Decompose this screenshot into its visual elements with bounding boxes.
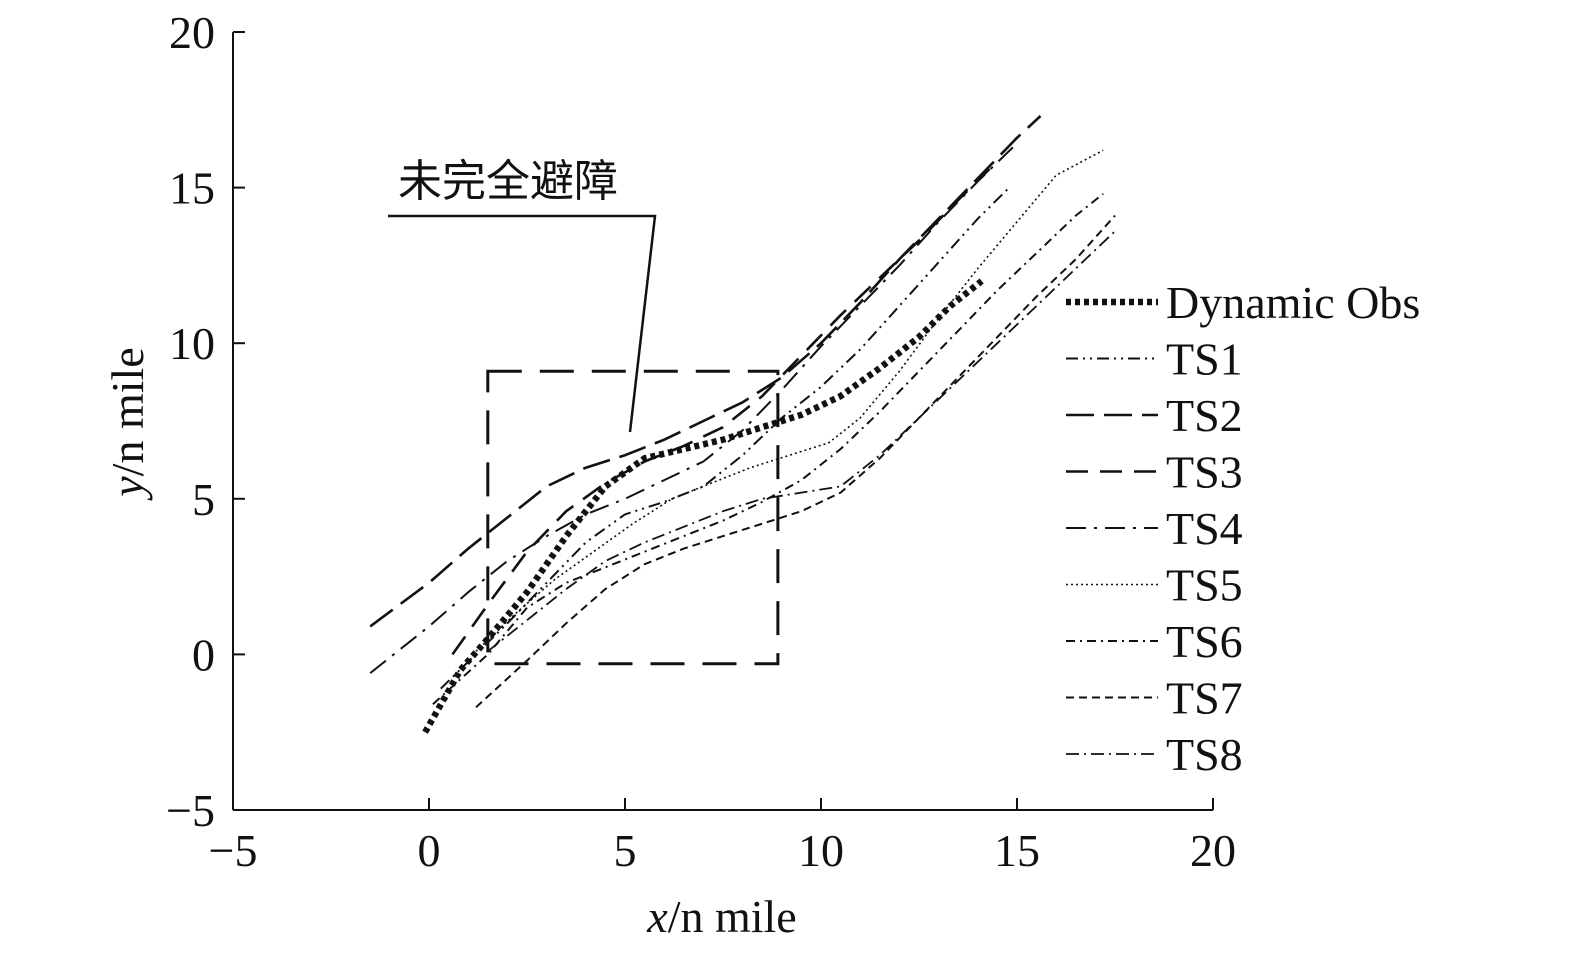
annotation-label: 未完全避障 [398,156,618,207]
axes: −5 0 5 10 15 20 −5 0 5 10 15 20 [166,7,1236,876]
series-line-ts2 [369,115,1042,628]
legend-label-ts1: TS1 [1166,334,1243,385]
series-line-ts7 [475,214,1116,709]
x-tick-label: 20 [1190,825,1236,876]
x-tick-label: 0 [418,825,441,876]
series-line-ts8 [487,230,1116,653]
y-tick-label: 5 [192,474,215,525]
x-tick-label: 5 [614,825,637,876]
legend-label-ts7: TS7 [1166,673,1243,724]
series-line-ts4 [369,146,1014,674]
legend-label-ts3: TS3 [1166,447,1243,498]
annotation-leader-line [388,214,657,433]
x-axis-label-unit: /n mile [668,891,797,942]
y-tick-label: 0 [192,629,215,680]
annotation: 未完全避障 [388,156,780,666]
x-tick-label: −5 [209,825,258,876]
legend-label-dynamic-obs: Dynamic Obs [1166,277,1420,328]
y-axis-label: y/n mile [102,347,153,500]
series-line-ts6 [432,193,1104,705]
y-tick-label: 15 [169,163,215,214]
y-tick-label: 20 [169,7,215,58]
legend-label-ts8: TS8 [1166,729,1243,780]
y-axis-label-unit: /n mile [102,347,153,476]
series-line-ts5 [475,149,1104,652]
legend-label-ts6: TS6 [1166,616,1243,667]
legend-label-ts4: TS4 [1166,503,1243,554]
series-line-ts3 [451,167,991,656]
y-tick-label: 10 [169,318,215,369]
x-tick-label: 10 [798,825,844,876]
x-tick-label: 15 [994,825,1040,876]
legend-label-ts5: TS5 [1166,560,1243,611]
series-layer [369,115,1116,734]
x-axis-label-var: x [646,891,668,942]
annotation-region-box [486,369,780,666]
x-axis-label: x/n mile [646,891,796,942]
legend-label-ts2: TS2 [1166,390,1243,441]
y-axis-label-var: y [102,476,153,501]
series-line-dynamic-obs [422,278,984,734]
y-tick-label: −5 [166,785,215,836]
